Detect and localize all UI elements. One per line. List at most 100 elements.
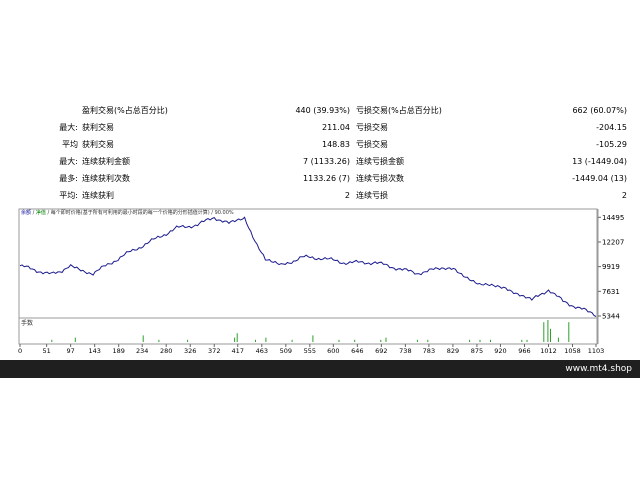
stat-value-left: 211.04 (322, 123, 350, 132)
volume-bar (236, 333, 238, 342)
x-tick-label: 966 (518, 347, 530, 355)
volume-bar (490, 339, 491, 342)
x-tick-label: 143 (88, 347, 100, 355)
volume-bar (543, 322, 545, 342)
x-tick-label: 51 (42, 347, 50, 355)
stat-value-right: -1449.04 (13) (572, 174, 627, 183)
stat-label-right: 亏损交易 (356, 123, 388, 132)
footer-brand: www.mt4.shop (565, 364, 632, 374)
volume-bar (385, 337, 387, 342)
stat-label-right: 连续亏损次数 (356, 174, 404, 183)
stat-row-most-consecutive: 最多: 连续获利次数 1133.26 (7) 连续亏损次数 -1449.04 (… (0, 170, 640, 187)
statistics-panel: 盈利交易(%占总百分比) 440 (39.93%) 亏损交易(%占总百分比) 6… (0, 102, 640, 206)
y-tick-label: 5344 (602, 313, 620, 321)
stat-value-left: 2 (344, 191, 350, 200)
stat-value-right: -105.29 (596, 140, 627, 149)
balance-chart: 14495 12207 9919 7631 5344 0 51 97 143 189 234 280… (18, 208, 632, 356)
stat-value-left: 7 (1133.26) (303, 157, 350, 166)
x-tick-label: 646 (351, 347, 363, 355)
x-tick-label: 463 (256, 347, 268, 355)
legend-balance: 余额 (21, 210, 32, 216)
legend-separator: / (32, 210, 36, 216)
stat-value-right: -204.15 (596, 123, 627, 132)
stat-value-left: 440 (39.93%) (295, 106, 350, 115)
stat-label-right: 连续亏损 (356, 191, 388, 200)
legend-separator: / (47, 210, 51, 216)
volume-bar (521, 339, 523, 342)
stat-row-profit-trades: 盈利交易(%占总百分比) 440 (39.93%) 亏损交易(%占总百分比) 6… (0, 102, 640, 119)
stat-label-left: 连续获利 (82, 191, 114, 200)
x-axis-ticks: 0 51 97 143 189 234 280 326 372 417 463 509 555 600 64… (18, 344, 604, 355)
volume-bar (354, 339, 356, 342)
volume-bar (312, 335, 314, 342)
volume-bar (158, 339, 160, 342)
volume-bar (380, 339, 382, 342)
stat-label-left: 获利交易 (82, 123, 114, 132)
volume-bar (416, 339, 418, 342)
x-tick-label: 875 (471, 347, 483, 355)
volume-bar (265, 337, 267, 342)
volume-bar (550, 328, 551, 342)
volume-bar (526, 339, 528, 342)
x-tick-label: 234 (136, 347, 148, 355)
stat-prefix: 最大: (59, 123, 78, 132)
legend-equity: 净值 (35, 210, 46, 216)
stat-prefix: 平均: (59, 191, 78, 200)
x-tick-label: 600 (327, 347, 339, 355)
stat-row-average: 平均 获利交易 148.83 亏损交易 -105.29 (0, 136, 640, 153)
volume-bar (547, 320, 549, 342)
legend-separator: / (211, 210, 215, 216)
chart-legend: 余额 / 净值 / 每个即时价格(基于所有可利用的最小时段的每一个价格的分形插值… (21, 208, 234, 218)
x-tick-label: 920 (494, 347, 506, 355)
y-axis-ticks: 14495 12207 9919 7631 5344 (598, 214, 624, 321)
stat-label-right: 连续亏损金额 (356, 157, 404, 166)
volume-bar (427, 339, 429, 342)
x-tick-label: 738 (399, 347, 411, 355)
y-tick-label: 7631 (602, 288, 620, 296)
x-tick-label: 1012 (540, 347, 557, 355)
stat-row-largest: 最大: 获利交易 211.04 亏损交易 -204.15 (0, 119, 640, 136)
volume-bar (255, 339, 256, 342)
x-tick-label: 509 (280, 347, 292, 355)
chart-background (18, 208, 632, 356)
footer-bar: www.mt4.shop (0, 360, 640, 378)
x-tick-label: 417 (232, 347, 244, 355)
volume-plot-frame (18, 317, 598, 345)
volume-bar (338, 339, 340, 342)
x-tick-label: 692 (375, 347, 387, 355)
volume-axis-label: 手数 (21, 319, 33, 327)
volume-bar (291, 339, 293, 342)
x-tick-label: 0 (18, 347, 22, 355)
balance-line (19, 216, 597, 317)
x-tick-label: 280 (160, 347, 172, 355)
x-tick-label: 97 (67, 347, 75, 355)
stat-value-right: 13 (-1449.04) (572, 157, 627, 166)
x-tick-label: 783 (423, 347, 435, 355)
y-tick-label: 12207 (602, 238, 624, 246)
stat-label-left: 连续获利次数 (82, 174, 130, 183)
balance-chart-panel: 14495 12207 9919 7631 5344 0 51 97 143 189 234 280… (18, 208, 632, 356)
stat-label-left: 盈利交易(%占总百分比) (82, 106, 168, 115)
stat-label-right: 亏损交易(%占总百分比) (356, 106, 442, 115)
x-tick-label: 326 (184, 347, 196, 355)
stat-label-right: 亏损交易 (356, 140, 388, 149)
stat-prefix: 最大: (59, 157, 78, 166)
volume-bars-layer (51, 320, 570, 342)
y-tick-label: 9919 (602, 263, 620, 271)
stat-value-right: 662 (60.07%) (572, 106, 627, 115)
x-tick-label: 372 (208, 347, 220, 355)
volume-bar (187, 339, 189, 342)
x-tick-label: 1103 (588, 347, 605, 355)
volume-bar (234, 337, 236, 342)
x-tick-label: 1058 (564, 347, 581, 355)
legend-description: 每个即时价格(基于所有可利用的最小时段的每一个价格的分形插值计算) (50, 210, 210, 216)
x-tick-label: 555 (304, 347, 316, 355)
x-tick-label: 189 (112, 347, 124, 355)
stat-row-average-consecutive: 平均: 连续获利 2 连续亏损 2 (0, 187, 640, 204)
volume-bar (142, 335, 144, 342)
volume-bar (568, 322, 570, 342)
volume-bar (74, 337, 76, 342)
volume-bar (469, 339, 471, 342)
stat-row-max-consecutive: 最大: 连续获利金额 7 (1133.26) 连续亏损金额 13 (-1449.… (0, 153, 640, 170)
stat-value-right: 2 (621, 191, 627, 200)
